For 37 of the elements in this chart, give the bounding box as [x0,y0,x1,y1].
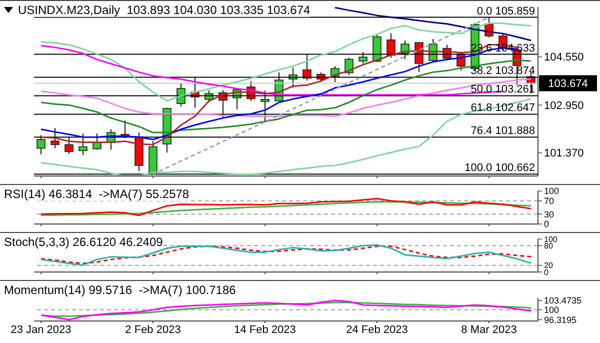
y-tick-label: 0 [544,219,550,230]
candlestick [64,136,74,154]
text: 103.674 [548,78,588,90]
y-tick-label: 100 [544,186,560,196]
ref-line-label: 0.0 105.859 [476,5,535,18]
x-tick-label: 2 Feb 2023 [125,324,181,336]
candlestick [36,134,46,155]
x-tick-label: 8 Mar 2023 [461,324,517,336]
line-series [40,201,532,216]
chart-title: Stoch(5,3,3) 26.6120 46.2409 [4,235,163,249]
y-tick-label: 96.3195 [544,314,577,325]
ref-line-label: 76.4 101.888 [470,125,535,138]
candlestick [358,51,368,64]
x-tick-label: 23 Jan 2023 [10,324,72,336]
y-tick-label: 104.550 [544,52,584,64]
ref-line-label: 61.8 102.647 [470,102,535,114]
x-tick-label: 14 Feb 2023 [234,324,296,336]
y-tick-label: 100 [544,234,558,244]
y-tick-label: 102.950 [544,100,584,112]
y-tick-label: 100 [544,304,560,315]
chart-title: Momentum(14) 99.5716 ->MA(7) 100.7186 [4,283,236,297]
candlestick [50,128,60,149]
line-series [40,300,532,320]
chart-title: RSI(14) 46.3814 ->MA(7) 55.2578 [4,187,190,201]
candlestick [386,32,396,58]
y-tick-label: 20 [544,261,554,270]
y-tick-label: 70 [544,196,554,206]
ref-line-label: 100.0 100.662 [464,162,535,174]
candlestick [78,132,88,156]
chart-title: USINDX.M23,Daily 103.893 104.030 103.335 103.674 [18,3,310,17]
y-tick-label: 0 [544,268,549,277]
y-tick-label: 103.4735 [544,296,582,306]
candlestick [260,90,270,123]
x-tick-label: 24 Feb 2023 [346,324,408,336]
y-tick-label: 30 [544,209,554,220]
y-tick-label: 80 [544,241,554,250]
y-tick-label: 101.370 [544,148,584,160]
